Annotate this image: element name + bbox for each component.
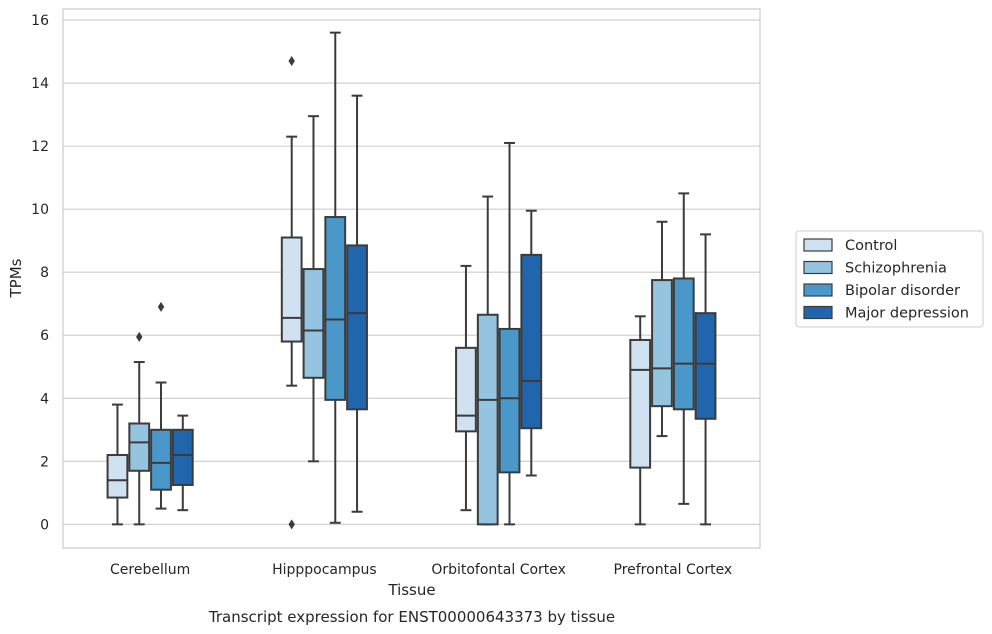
box-orbitofontal-cortex-bipolar-disorder	[498, 141, 521, 526]
chart-caption: Transcript expression for ENST0000064337…	[208, 608, 615, 626]
legend-swatch	[803, 260, 833, 275]
outlier-marker	[288, 56, 295, 67]
box-iqr	[324, 216, 347, 401]
legend-item-control: Control	[803, 238, 897, 254]
legend: Control Schizophrenia Bipolar disorder Majo…	[795, 230, 984, 328]
box-prefrontal-cortex-bipolar-disorder	[672, 192, 695, 505]
box-iqr	[498, 327, 521, 474]
y-tick-label: 12	[31, 139, 49, 155]
box-iqr	[694, 312, 717, 420]
x-tick-label-orbitofontal-cortex: Orbitofontal Cortex	[431, 562, 566, 578]
x-tick-label-hipppocampus: Hipppocampus	[272, 562, 377, 578]
box-prefrontal-cortex-major-depression	[694, 233, 717, 526]
y-tick-label: 2	[40, 454, 49, 470]
box-cerebellum-schizophrenia	[128, 331, 151, 526]
box-prefrontal-cortex-control	[629, 315, 652, 526]
box-iqr	[128, 422, 151, 472]
legend-item-schizophrenia: Schizophrenia	[803, 260, 947, 277]
y-tick-label: 6	[40, 328, 49, 344]
legend-label: Major depression	[845, 306, 969, 322]
box-cerebellum-bipolar-disorder	[150, 301, 172, 510]
legend-label: Bipolar disorder	[845, 283, 960, 299]
box-iqr	[150, 428, 172, 491]
x-tick-label-prefrontal-cortex: Prefrontal Cortex	[614, 562, 733, 578]
legend-swatch	[803, 283, 833, 297]
legend-item-bipolar-disorder: Bipolar disorder	[803, 283, 960, 299]
y-axis-ticks: 0 2 4 6 8 10 12 14 16	[31, 13, 49, 533]
box-iqr	[520, 253, 543, 430]
y-tick-label: 16	[31, 13, 49, 29]
legend-label: Control	[845, 238, 897, 254]
y-tick-label: 14	[31, 76, 49, 92]
legend-swatch	[803, 305, 833, 320]
box-hipppocampus-major-depression	[346, 94, 368, 513]
outlier-marker	[157, 301, 165, 312]
box-iqr	[302, 268, 325, 379]
box-iqr	[171, 428, 194, 486]
box-iqr	[455, 346, 477, 433]
box-orbitofontal-cortex-major-depression	[520, 209, 543, 477]
x-axis-ticks: Cerebellum Hipppocampus Orbitofontal Corte…	[110, 562, 732, 578]
plot-area-frame	[62, 8, 761, 549]
y-axis-label: TPMs	[7, 258, 25, 298]
box-cerebellum-control	[106, 403, 129, 526]
y-tick-label: 10	[31, 202, 49, 218]
box-orbitofontal-cortex-schizophrenia	[476, 195, 499, 526]
outlier-marker	[288, 519, 295, 530]
box-iqr	[651, 279, 673, 408]
boxes	[106, 31, 717, 530]
box-iqr	[629, 338, 652, 469]
x-tick-label-cerebellum: Cerebellum	[110, 562, 190, 578]
box-iqr	[672, 277, 695, 411]
y-tick-label: 4	[40, 391, 49, 407]
box-iqr	[476, 313, 499, 526]
x-axis-label: Tissue	[387, 581, 435, 599]
box-iqr	[280, 236, 303, 343]
box-orbitofontal-cortex-control	[455, 264, 477, 512]
box-iqr	[346, 244, 368, 411]
legend-frame	[795, 230, 984, 328]
legend-label: Schizophrenia	[845, 261, 947, 277]
y-tick-label: 8	[40, 265, 49, 281]
box-prefrontal-cortex-schizophrenia	[651, 220, 673, 438]
box-cerebellum-major-depression	[171, 414, 194, 512]
y-tick-label: 0	[40, 517, 49, 533]
legend-swatch	[803, 238, 833, 252]
box-hipppocampus-schizophrenia	[302, 115, 325, 463]
box-hipppocampus-control	[280, 56, 303, 530]
legend-item-major-depression: Major depression	[803, 305, 969, 322]
box-iqr	[106, 454, 129, 499]
box-hipppocampus-bipolar-disorder	[324, 31, 347, 524]
outlier-marker	[136, 331, 143, 342]
